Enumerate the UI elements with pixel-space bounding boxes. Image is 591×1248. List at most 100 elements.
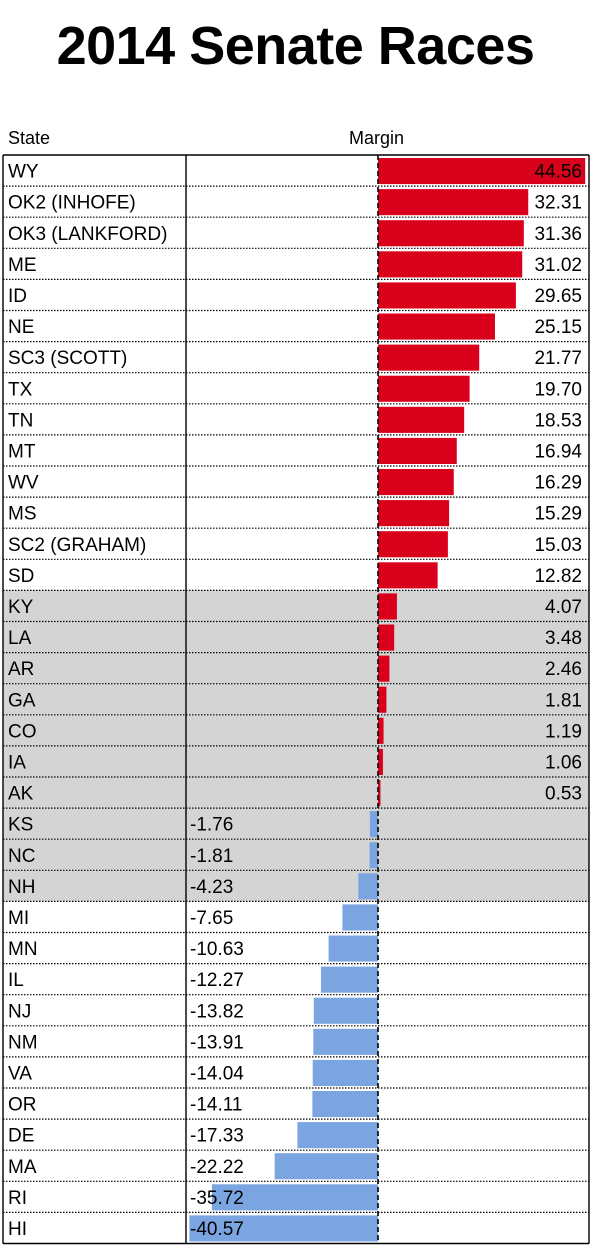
state-label: NJ	[8, 1001, 31, 1022]
negative-value-label: -4.23	[190, 877, 233, 898]
state-label: RI	[8, 1188, 27, 1209]
negative-value-label: -40.57	[190, 1219, 244, 1240]
positive-value-label: 2.46	[545, 659, 582, 680]
positive-value-label: 32.31	[534, 193, 582, 214]
negative-value-label: -35.72	[190, 1188, 244, 1209]
positive-margin-bar	[378, 748, 383, 775]
negative-value-label: -12.27	[190, 970, 244, 991]
negative-value-label: -14.11	[190, 1095, 242, 1116]
highlighted-row-background	[3, 621, 589, 653]
negative-margin-bar	[369, 811, 378, 838]
negative-margin-bar	[211, 1184, 378, 1211]
state-label: NE	[8, 317, 34, 338]
negative-margin-bar	[189, 1215, 378, 1242]
state-column-header: State	[8, 128, 51, 148]
state-label: KS	[8, 815, 33, 836]
positive-margin-bar	[378, 251, 523, 278]
negative-value-label: -1.81	[190, 846, 233, 867]
positive-margin-bar	[378, 406, 465, 433]
negative-value-label: -14.04	[190, 1063, 244, 1084]
positive-value-label: 0.53	[545, 784, 582, 805]
negative-value-label: -13.91	[190, 1032, 244, 1053]
state-label: GA	[8, 690, 36, 711]
margin-column-header: Margin	[349, 128, 405, 148]
positive-value-label: 15.29	[534, 504, 582, 525]
state-label: AR	[8, 659, 34, 680]
positive-margin-bar	[378, 469, 454, 496]
positive-value-label: 19.70	[534, 379, 582, 400]
negative-value-label: -10.63	[190, 939, 244, 960]
negative-margin-bar	[358, 873, 378, 900]
positive-value-label: 16.94	[534, 441, 582, 462]
positive-margin-bar	[378, 158, 586, 185]
negative-margin-bar	[313, 997, 378, 1024]
positive-margin-bar	[378, 220, 524, 247]
state-label: KY	[8, 597, 34, 618]
positive-value-label: 16.29	[534, 473, 582, 494]
positive-margin-bar	[378, 686, 387, 713]
positive-value-label: 15.03	[534, 535, 582, 556]
positive-value-label: 29.65	[534, 286, 582, 307]
state-label: NC	[8, 846, 35, 867]
highlighted-row-background	[3, 652, 589, 684]
state-label: MN	[8, 939, 38, 960]
highlighted-row-background	[3, 808, 589, 840]
positive-margin-bar	[378, 780, 381, 807]
highlighted-row-background	[3, 714, 589, 746]
negative-margin-bar	[297, 1122, 378, 1149]
highlighted-row-background	[3, 839, 589, 871]
positive-margin-bar	[378, 375, 470, 402]
positive-value-label: 1.19	[545, 721, 582, 742]
state-label: OK3 (LANKFORD)	[8, 224, 167, 245]
state-label: DE	[8, 1126, 34, 1147]
positive-value-label: 21.77	[534, 348, 582, 369]
negative-margin-bar	[369, 842, 378, 869]
state-label: MT	[8, 441, 36, 462]
chart-title: 2014 Senate Races	[56, 16, 535, 76]
negative-value-label: -22.22	[190, 1157, 244, 1178]
state-label: CO	[8, 721, 37, 742]
positive-margin-bar	[378, 624, 395, 651]
state-label: AK	[8, 784, 34, 805]
negative-margin-bar	[312, 1059, 378, 1086]
positive-value-label: 18.53	[534, 410, 582, 431]
state-label: IL	[8, 970, 24, 991]
highlighted-row-background	[3, 683, 589, 715]
state-label: NH	[8, 877, 35, 898]
state-label: MS	[8, 504, 37, 525]
state-label: MI	[8, 908, 29, 929]
positive-value-label: 4.07	[545, 597, 582, 618]
state-label: OR	[8, 1095, 37, 1116]
positive-value-label: 31.02	[534, 255, 582, 276]
positive-margin-bar	[378, 655, 390, 682]
positive-margin-bar	[378, 562, 438, 589]
negative-margin-bar	[274, 1153, 378, 1180]
positive-value-label: 44.56	[534, 162, 582, 183]
negative-value-label: -7.65	[190, 908, 233, 929]
state-label: MA	[8, 1157, 37, 1178]
negative-margin-bar	[320, 966, 378, 993]
state-label: NM	[8, 1032, 38, 1053]
positive-margin-bar	[378, 437, 457, 464]
positive-value-label: 25.15	[534, 317, 582, 338]
negative-margin-bar	[342, 904, 378, 931]
negative-margin-bar	[328, 935, 378, 962]
positive-value-label: 1.81	[545, 690, 582, 711]
positive-value-label: 31.36	[534, 224, 582, 245]
state-label: OK2 (INHOFE)	[8, 193, 136, 214]
positive-margin-bar	[378, 344, 480, 371]
highlighted-row-background	[3, 745, 589, 777]
state-label: HI	[8, 1219, 27, 1240]
state-label: LA	[8, 628, 32, 649]
highlighted-row-background	[3, 777, 589, 809]
positive-margin-bar	[378, 282, 516, 309]
state-label: ID	[8, 286, 27, 307]
state-label: WY	[8, 162, 39, 183]
negative-value-label: -13.82	[190, 1001, 244, 1022]
state-label: SC3 (SCOTT)	[8, 348, 127, 369]
positive-margin-bar	[378, 593, 397, 620]
positive-value-label: 3.48	[545, 628, 582, 649]
positive-margin-bar	[378, 313, 495, 340]
positive-value-label: 12.82	[534, 566, 582, 587]
